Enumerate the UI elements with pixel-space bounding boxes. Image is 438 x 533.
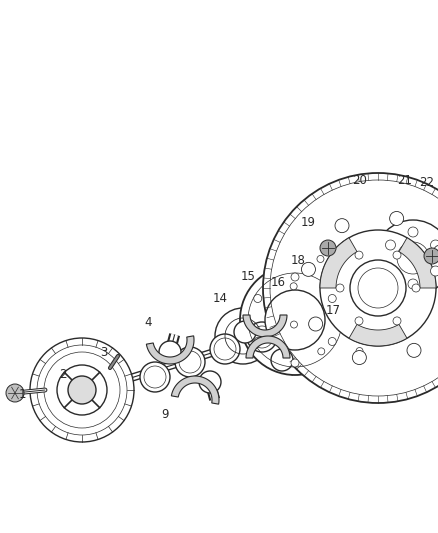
Circle shape xyxy=(30,338,134,442)
Circle shape xyxy=(407,343,421,357)
Text: 2: 2 xyxy=(59,368,67,382)
Polygon shape xyxy=(171,376,219,404)
Circle shape xyxy=(431,266,438,276)
Circle shape xyxy=(265,290,325,350)
Circle shape xyxy=(355,317,363,325)
Circle shape xyxy=(431,240,438,250)
Circle shape xyxy=(290,321,297,328)
Circle shape xyxy=(412,284,420,292)
Circle shape xyxy=(6,384,24,402)
Circle shape xyxy=(408,279,418,289)
Text: 9: 9 xyxy=(161,408,169,422)
Circle shape xyxy=(433,245,438,259)
Circle shape xyxy=(199,371,221,393)
Circle shape xyxy=(317,255,324,262)
Circle shape xyxy=(175,347,205,377)
Text: 15: 15 xyxy=(240,270,255,282)
Text: 1: 1 xyxy=(18,389,26,401)
Circle shape xyxy=(68,376,96,404)
Text: 14: 14 xyxy=(212,292,227,304)
Text: 21: 21 xyxy=(398,174,413,187)
Circle shape xyxy=(375,220,438,296)
Circle shape xyxy=(320,240,336,256)
Circle shape xyxy=(285,309,315,339)
Circle shape xyxy=(350,260,406,316)
Text: 18: 18 xyxy=(290,254,305,266)
Circle shape xyxy=(301,262,315,277)
Circle shape xyxy=(210,334,240,364)
Circle shape xyxy=(336,284,344,292)
Text: 17: 17 xyxy=(325,303,340,317)
Circle shape xyxy=(356,348,363,354)
Text: 19: 19 xyxy=(300,215,315,229)
Circle shape xyxy=(355,251,363,259)
Text: 22: 22 xyxy=(420,176,434,190)
Circle shape xyxy=(234,321,256,343)
Circle shape xyxy=(328,295,336,303)
Circle shape xyxy=(393,317,401,325)
Polygon shape xyxy=(320,238,357,288)
Polygon shape xyxy=(349,325,407,346)
Circle shape xyxy=(385,240,396,250)
Circle shape xyxy=(290,283,297,290)
Circle shape xyxy=(263,173,438,403)
Circle shape xyxy=(318,348,325,355)
Circle shape xyxy=(335,219,349,232)
Circle shape xyxy=(383,320,390,327)
Polygon shape xyxy=(300,259,378,351)
Circle shape xyxy=(291,273,299,281)
Circle shape xyxy=(352,351,366,365)
Circle shape xyxy=(408,227,418,237)
Circle shape xyxy=(382,282,389,289)
Circle shape xyxy=(390,212,404,225)
Circle shape xyxy=(393,251,401,259)
Polygon shape xyxy=(246,336,290,358)
Circle shape xyxy=(254,295,262,303)
Text: 20: 20 xyxy=(353,174,367,187)
Circle shape xyxy=(355,255,362,262)
Polygon shape xyxy=(399,238,436,288)
Circle shape xyxy=(215,308,271,364)
Circle shape xyxy=(424,248,438,264)
Circle shape xyxy=(308,273,372,337)
Circle shape xyxy=(254,337,262,345)
Text: 16: 16 xyxy=(271,277,286,289)
Circle shape xyxy=(309,317,323,331)
Circle shape xyxy=(385,266,396,276)
Circle shape xyxy=(240,265,350,375)
Circle shape xyxy=(271,349,293,371)
Polygon shape xyxy=(146,336,194,364)
Circle shape xyxy=(159,341,181,363)
Text: 4: 4 xyxy=(144,316,152,328)
Polygon shape xyxy=(243,315,287,337)
Circle shape xyxy=(328,337,336,345)
Text: 3: 3 xyxy=(100,345,108,359)
Circle shape xyxy=(291,359,299,367)
Circle shape xyxy=(247,322,277,352)
Circle shape xyxy=(140,362,170,392)
Circle shape xyxy=(57,365,107,415)
Circle shape xyxy=(320,230,436,346)
